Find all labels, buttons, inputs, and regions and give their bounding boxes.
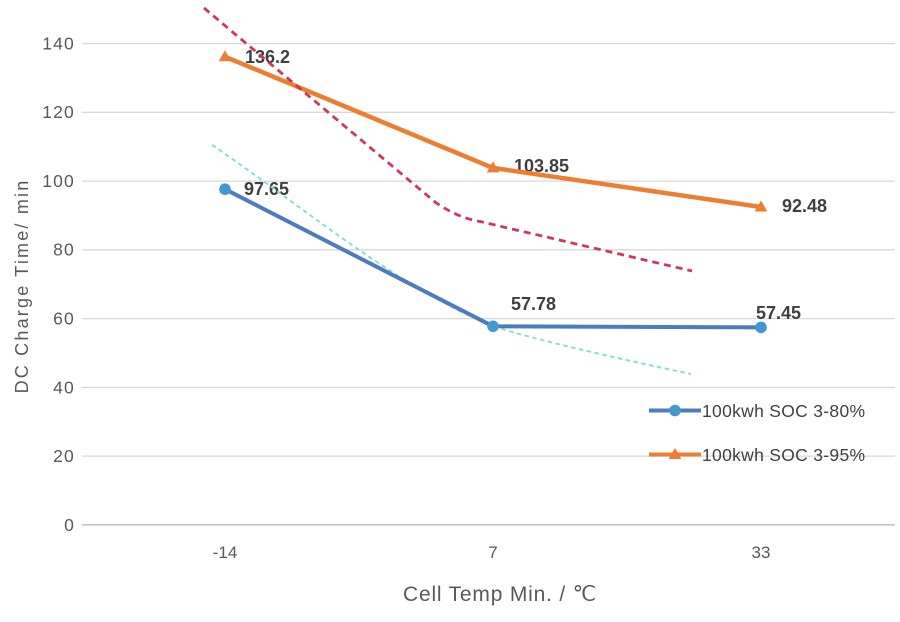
svg-text:136.2: 136.2	[245, 47, 290, 67]
svg-text:97.65: 97.65	[244, 179, 289, 199]
svg-text:100kwh SOC 3-95%: 100kwh SOC 3-95%	[702, 445, 865, 465]
svg-text:80: 80	[53, 240, 75, 260]
svg-text:120: 120	[42, 102, 75, 122]
svg-text:33: 33	[752, 543, 771, 562]
svg-text:40: 40	[53, 377, 75, 397]
svg-text:Cell Temp Min. / ℃: Cell Temp Min. / ℃	[403, 583, 597, 606]
svg-text:20: 20	[53, 446, 75, 466]
svg-text:100kwh SOC 3-80%: 100kwh SOC 3-80%	[702, 401, 865, 421]
svg-text:7: 7	[488, 543, 497, 562]
svg-text:57.78: 57.78	[511, 294, 556, 314]
svg-text:57.45: 57.45	[756, 303, 801, 323]
svg-text:DC Charge Time/ min: DC Charge Time/ min	[12, 179, 32, 394]
svg-text:-14: -14	[213, 543, 238, 562]
svg-text:140: 140	[42, 34, 75, 54]
svg-text:100: 100	[42, 171, 75, 191]
svg-text:0: 0	[64, 515, 75, 535]
svg-text:60: 60	[53, 309, 75, 329]
svg-text:92.48: 92.48	[782, 196, 827, 216]
